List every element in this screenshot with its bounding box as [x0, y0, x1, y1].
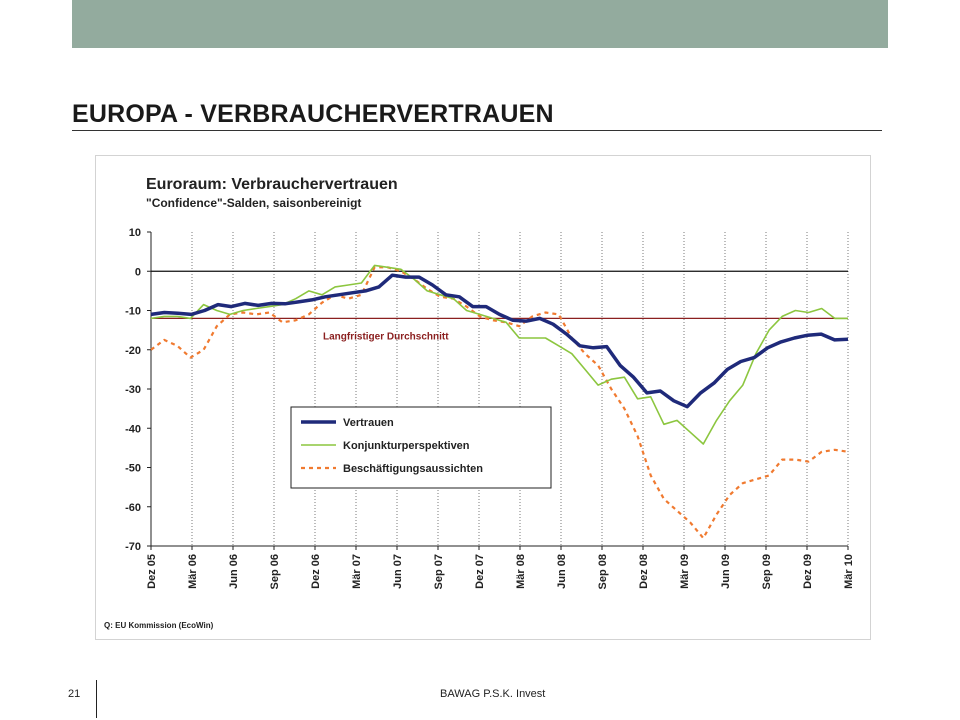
- legend-label-1: Vertrauen: [343, 417, 394, 429]
- x-tick-label: Sep 06: [269, 554, 281, 589]
- y-tick-label: -20: [125, 345, 141, 357]
- average-line-group: Langfristiger Durchschnitt: [151, 317, 848, 342]
- legend-label-2: Konjunkturperspektiven: [343, 440, 470, 452]
- vertical-gridlines: [191, 232, 849, 546]
- title-rule: [72, 130, 882, 131]
- y-tick-label: 10: [129, 227, 141, 239]
- x-tick-label: Jun 06: [228, 554, 240, 589]
- y-tick-label: -40: [125, 423, 141, 435]
- y-tick-label: -30: [125, 384, 141, 396]
- x-tick-label: Mär 09: [679, 554, 691, 589]
- x-axis: Dez 05 Mär 06 Jun 06 Sep 06 Dez 06 Mär 07 Jun …: [146, 270, 855, 589]
- average-line-label: Langfristiger Durchschnitt: [323, 331, 449, 342]
- legend-label-3: Beschäftigungsaussichten: [343, 463, 483, 475]
- x-tick-label: Jun 07: [392, 554, 404, 589]
- footer-divider: [96, 680, 97, 718]
- chart-svg: Euroraum: Verbrauchervertrauen "Confiden…: [104, 176, 855, 630]
- x-tick-label: Sep 07: [433, 554, 445, 589]
- x-tick-label: Mär 08: [515, 554, 527, 589]
- chart-source: Q: EU Kommission (EcoWin): [104, 621, 214, 630]
- y-tick-label: -70: [125, 541, 141, 553]
- x-tick-label: Jun 08: [556, 554, 568, 589]
- x-tick-label: Dez 09: [802, 554, 814, 589]
- x-tick-label: Mär 10: [843, 554, 855, 589]
- legend: Vertrauen Konjunkturperspektiven Beschäfti…: [290, 406, 552, 489]
- x-tick-label: Dez 06: [310, 554, 322, 589]
- x-tick-label: Dez 07: [474, 554, 486, 589]
- series-line-2: [150, 264, 848, 445]
- footer-company: BAWAG P.S.K. Invest: [440, 688, 546, 700]
- y-tick-label: -50: [125, 463, 141, 475]
- y-axis: 10 0 -10 -20 -30 -40 -50 -60 -70: [125, 227, 152, 553]
- top-banner: [72, 0, 888, 48]
- y-tick-label: -10: [125, 306, 141, 318]
- chart-frame: Euroraum: Verbrauchervertrauen "Confiden…: [95, 155, 871, 640]
- x-tick-label: Sep 08: [597, 554, 609, 589]
- series-group: [150, 264, 849, 540]
- x-tick-label: Jun 09: [720, 554, 732, 589]
- chart-subtitle: "Confidence"-Salden, saisonbereinigt: [146, 196, 361, 210]
- y-tick-label: 0: [135, 266, 141, 278]
- x-tick-label: Dez 08: [638, 554, 650, 589]
- series-line-3: [150, 266, 849, 540]
- chart-title: Euroraum: Verbrauchervertrauen: [146, 176, 398, 193]
- x-tick-label: Sep 09: [761, 554, 773, 589]
- slide-title: EUROPA - VERBRAUCHERVERTRAUEN: [72, 100, 554, 128]
- page-number: 21: [68, 688, 81, 700]
- x-tick-label: Dez 05: [146, 554, 158, 589]
- x-tick-label: Mär 07: [351, 554, 363, 589]
- x-tick-label: Mär 06: [187, 554, 199, 589]
- y-tick-label: -60: [125, 502, 141, 514]
- series-line-1: [150, 273, 849, 409]
